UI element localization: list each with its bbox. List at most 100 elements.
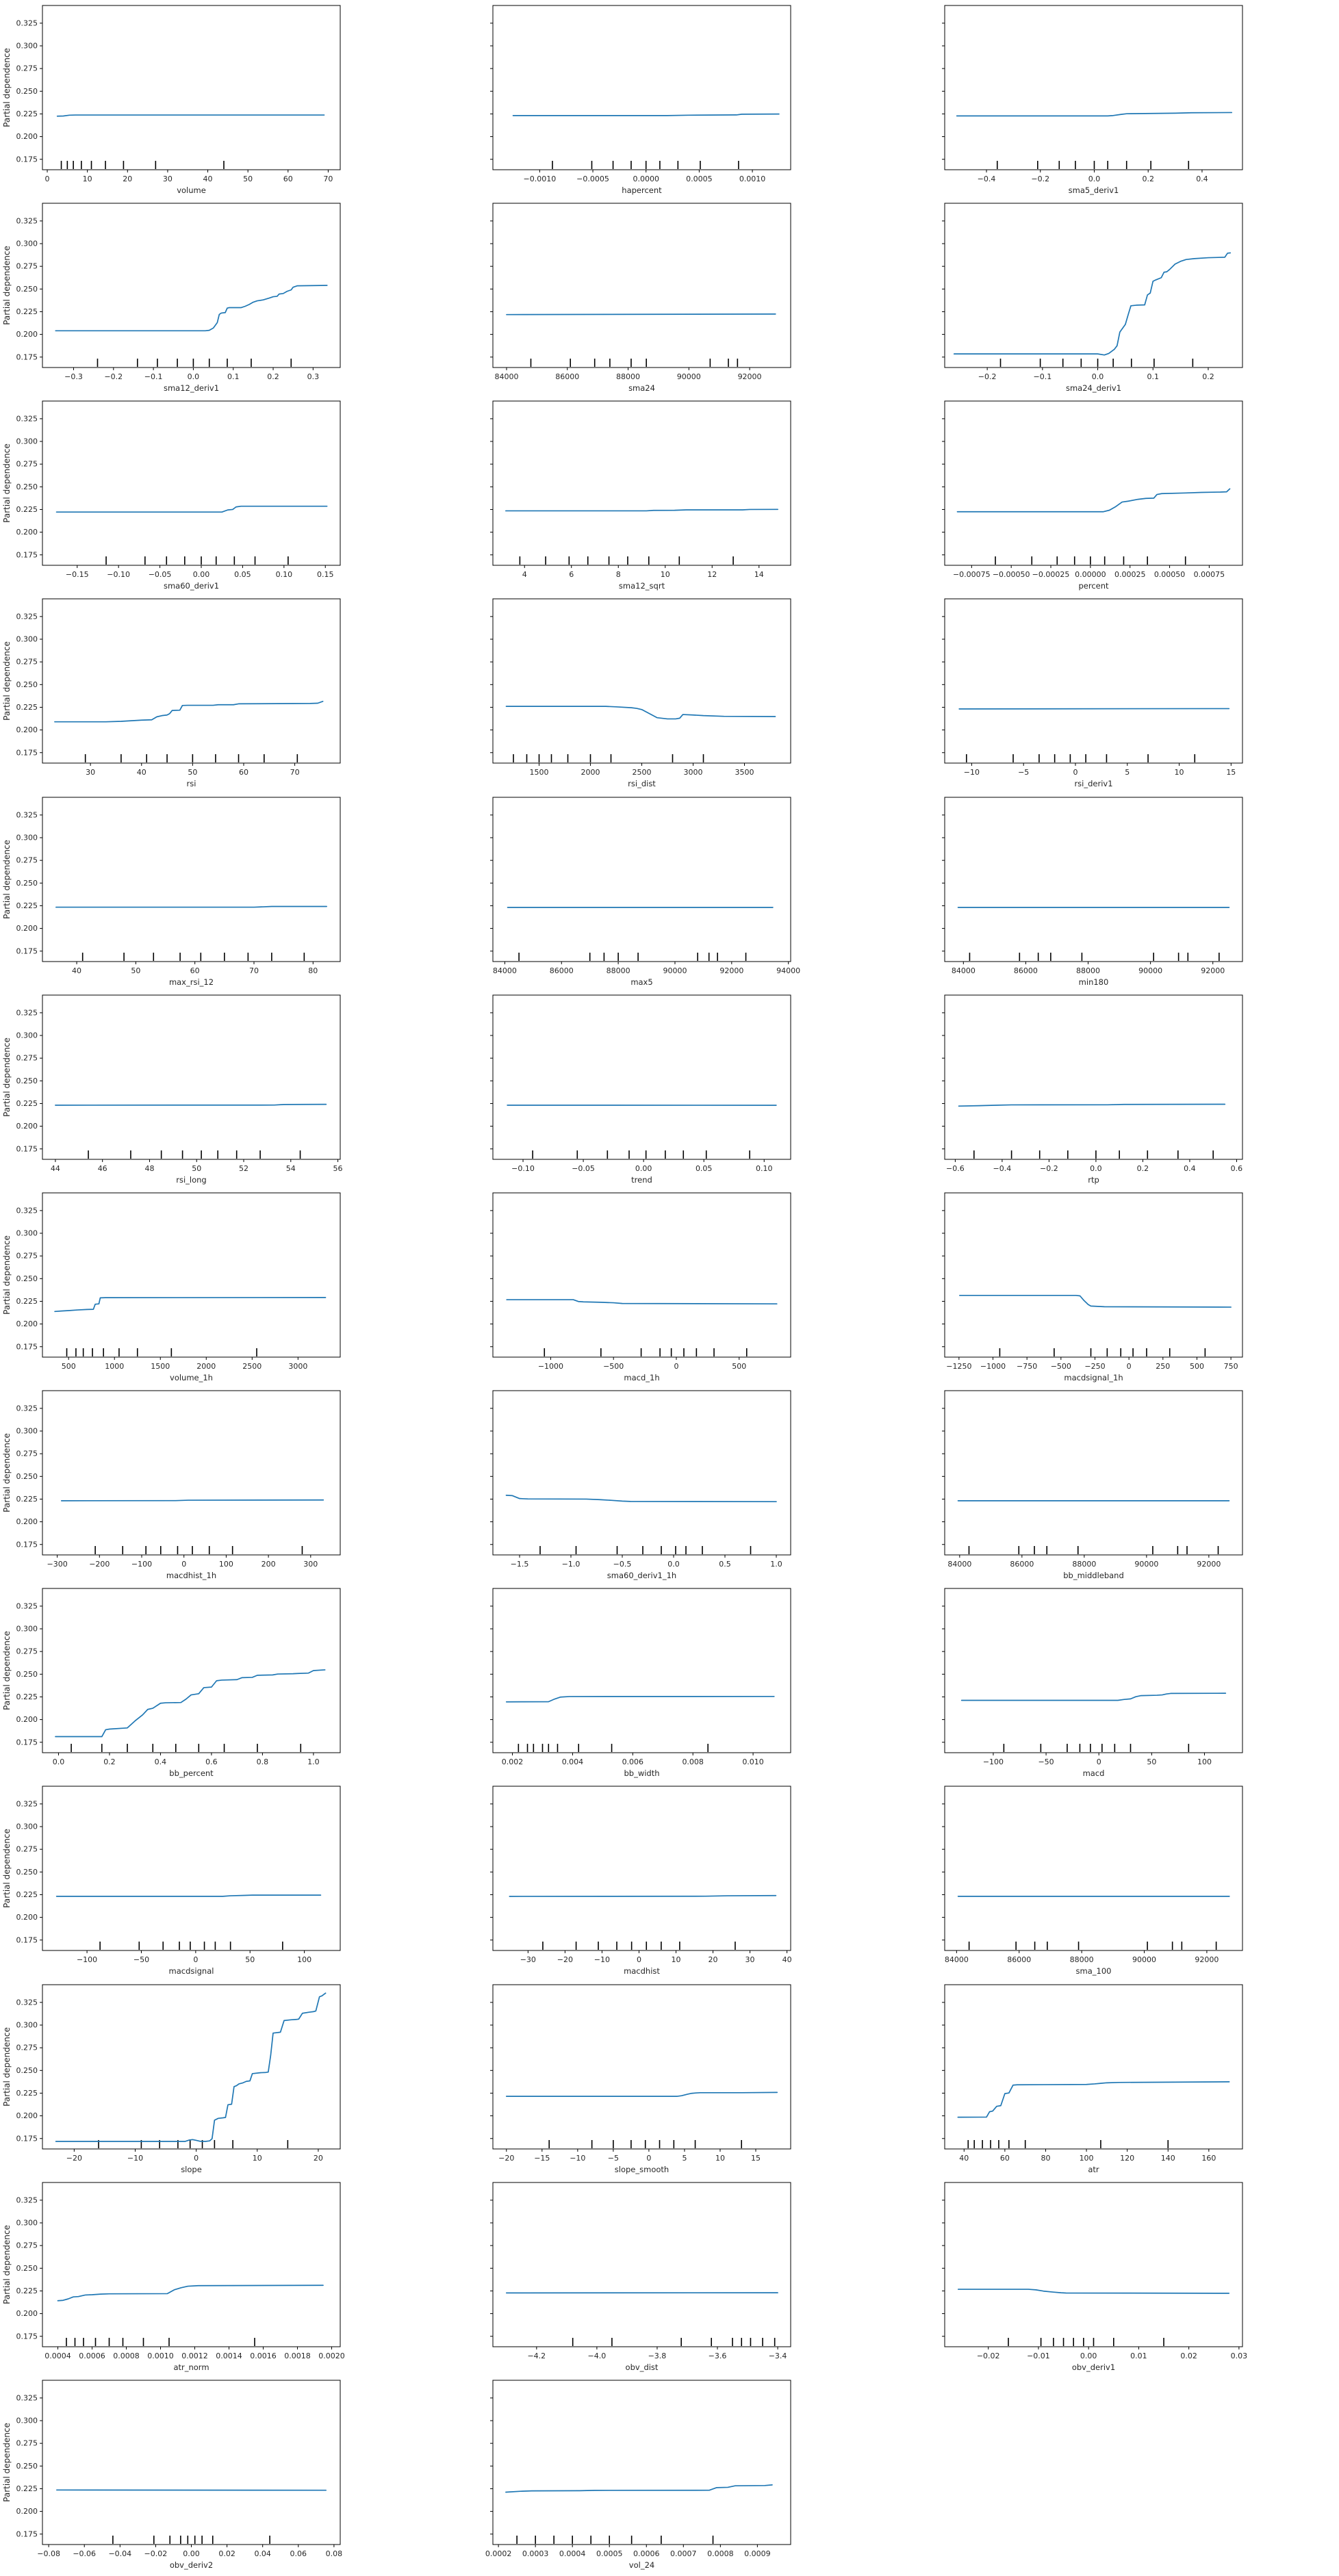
- x-tick-label: 90000: [663, 966, 687, 975]
- y-tick-label: 0.225: [16, 1297, 38, 1306]
- axes-frame: [493, 2380, 791, 2545]
- x-tick-label: 0.0004: [44, 2352, 71, 2360]
- rug-marks: [1004, 1744, 1188, 1752]
- axes-frame: [945, 1786, 1242, 1950]
- y-tick-labels: [942, 23, 945, 159]
- y-tick-label: 0.300: [16, 635, 38, 644]
- x-tick-label: −0.2: [1040, 1164, 1058, 1173]
- rug-marks: [540, 1546, 751, 1554]
- y-tick-labels: [490, 419, 493, 555]
- pd-line: [55, 285, 327, 331]
- x-tick-label: 0.5: [719, 1560, 731, 1569]
- y-tick-label: 0.225: [16, 307, 38, 316]
- y-tick-label: 0.200: [16, 1715, 38, 1724]
- x-axis-label: sma_100: [1076, 1966, 1112, 1976]
- rug-marks: [62, 161, 224, 169]
- pd-line: [55, 701, 323, 722]
- y-tick-label: 0.200: [16, 1122, 38, 1131]
- y-tick-label: 0.225: [16, 505, 38, 514]
- x-tick-label: 3000: [288, 1362, 307, 1371]
- x-tick-label: −0.10: [511, 1164, 535, 1173]
- x-axis-label: macd_1h: [624, 1373, 659, 1382]
- x-tick-label: −0.2: [978, 372, 997, 381]
- y-tick-label: 0.250: [16, 1472, 38, 1481]
- x-tick-label: 15: [1226, 768, 1236, 777]
- x-tick-label: 0.04: [254, 2549, 271, 2558]
- x-tick-label: 44: [51, 1164, 60, 1173]
- x-tick-label: 0.0: [1088, 175, 1101, 183]
- x-tick-label: −0.5: [613, 1560, 632, 1569]
- x-tick-label: −0.08: [37, 2549, 60, 2558]
- x-tick-label: 0: [45, 175, 50, 183]
- x-tick-label: 0.02: [1180, 2352, 1197, 2360]
- y-tick-label: 0.225: [16, 2089, 38, 2098]
- x-axis-label: obv_deriv2: [170, 2560, 213, 2570]
- axes-frame: [42, 401, 340, 565]
- x-tick-label: 10: [715, 2154, 725, 2163]
- x-tick-label: 92000: [738, 372, 762, 381]
- x-tick-label: 30: [86, 768, 95, 777]
- x-axis-label: macdhist: [624, 1966, 660, 1976]
- x-tick-label: 30: [163, 175, 173, 183]
- x-axis-label: rtp: [1088, 1175, 1099, 1185]
- axes-frame: [493, 1588, 791, 1753]
- y-tick-label: 0.225: [16, 1495, 38, 1504]
- x-tick-label: −0.0005: [576, 175, 609, 183]
- x-axis-label: sma12_sqrt: [619, 581, 665, 591]
- x-tick-label: 90000: [1132, 1955, 1156, 1964]
- rug-marks: [531, 359, 737, 367]
- x-tick-label: −15: [534, 2154, 550, 2163]
- y-tick-label: 0.175: [16, 748, 38, 757]
- x-tick-label: −0.00050: [993, 570, 1030, 579]
- rug-marks: [974, 1150, 1213, 1159]
- rug-marks: [97, 359, 291, 367]
- y-tick-label: 0.325: [16, 2195, 38, 2204]
- y-tick-labels: [942, 617, 945, 753]
- rug-marks: [969, 1942, 1216, 1950]
- x-tick-label: 90000: [677, 372, 701, 381]
- y-tick-label: 0.175: [16, 1738, 38, 1747]
- y-tick-labels: [942, 221, 945, 357]
- pd-line: [507, 314, 776, 315]
- x-tick-label: 0.01: [1130, 2352, 1147, 2360]
- x-tick-label: 2000: [581, 768, 600, 777]
- x-tick-label: 92000: [719, 966, 743, 975]
- x-tick-label: −3.8: [648, 2352, 667, 2360]
- x-tick-label: −0.02: [977, 2352, 1000, 2360]
- pd-line: [957, 112, 1232, 116]
- y-tick-label: 0.275: [16, 64, 38, 73]
- y-tick-labels: [490, 2200, 493, 2336]
- x-tick-label: 70: [290, 768, 300, 777]
- x-tick-label: 0.2: [1137, 1164, 1149, 1173]
- x-tick-label: 500: [1190, 1362, 1204, 1371]
- x-tick-label: 0.15: [317, 570, 334, 579]
- rug-marks: [83, 953, 305, 961]
- rug-marks: [518, 1744, 708, 1752]
- x-tick-label: 60: [190, 966, 200, 975]
